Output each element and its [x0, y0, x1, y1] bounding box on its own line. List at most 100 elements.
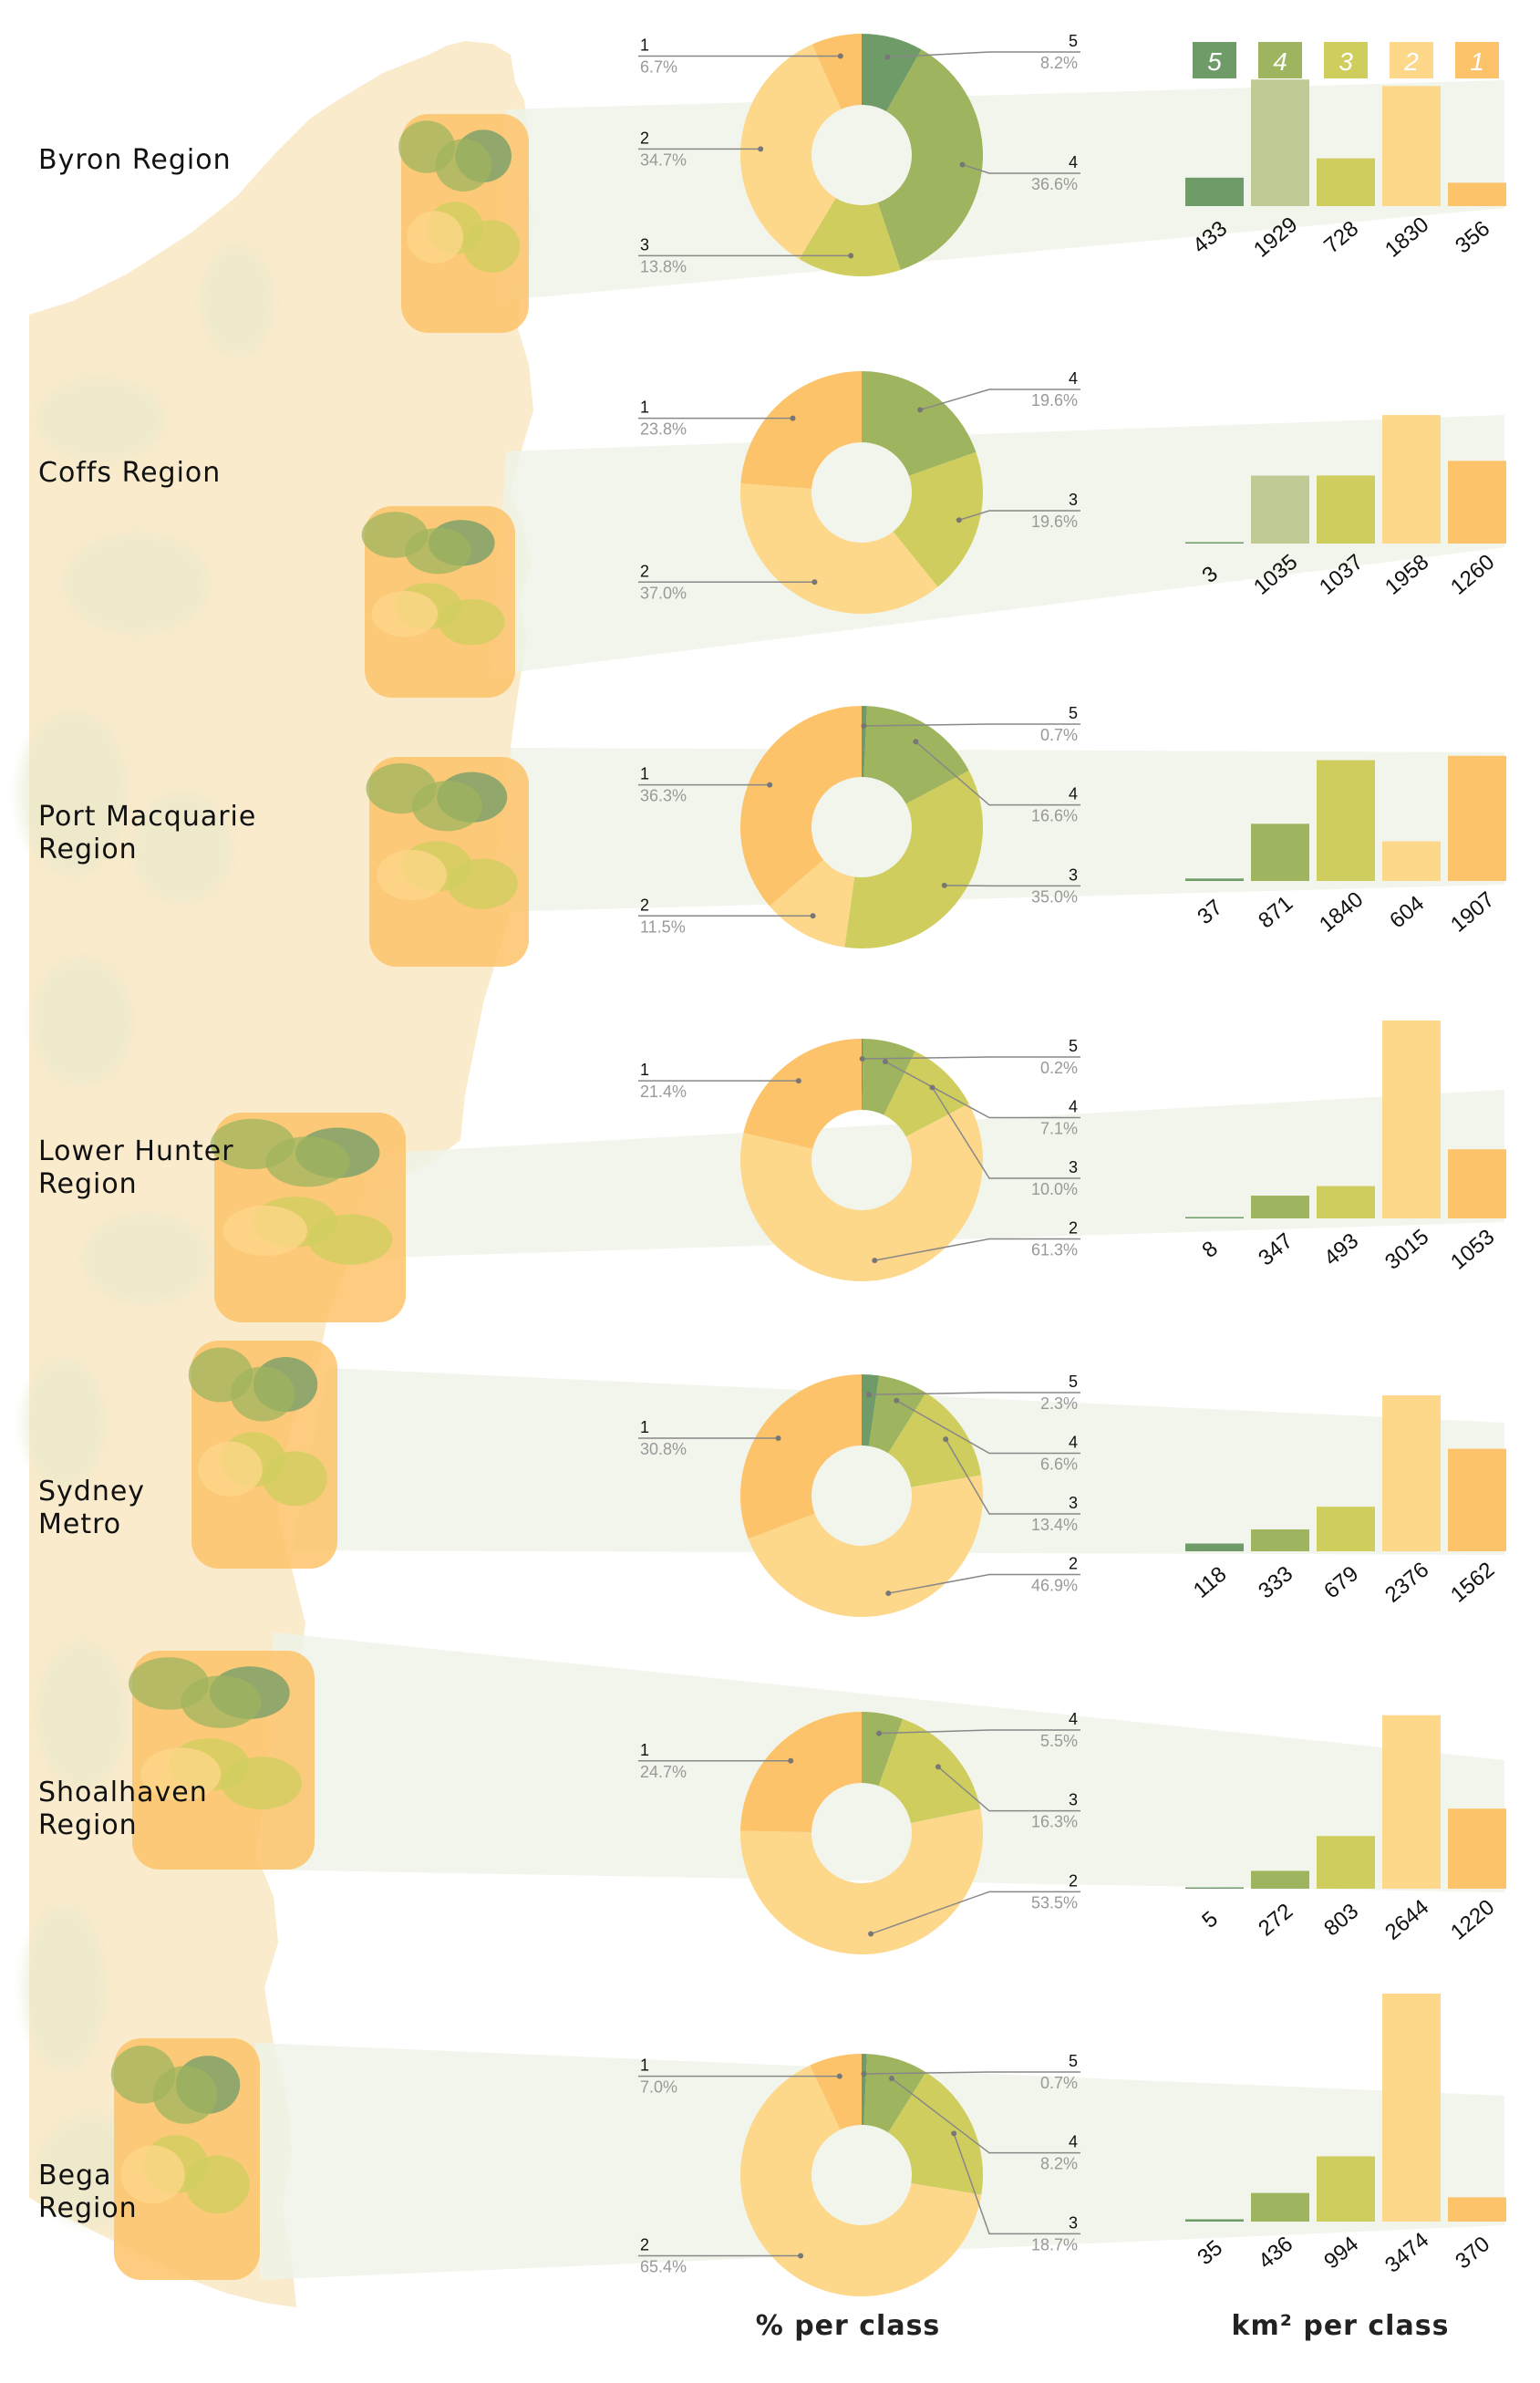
donut-slice-class-3: [878, 1718, 981, 1824]
callout-percent-label: 13.8%: [640, 257, 687, 275]
legend-item-class-2: 2: [1390, 42, 1433, 78]
region-patch-blotch: [265, 1136, 350, 1187]
bar-chart: 35 436 994 3474 370: [1185, 1994, 1506, 2278]
callout-class-label: 2: [1069, 1219, 1078, 1238]
bar-class-1: [1448, 182, 1506, 206]
donut-slice-class-1: [740, 371, 862, 489]
callout-percent-label: 46.9%: [1031, 1577, 1078, 1595]
callout-percent-label: 5.5%: [1040, 1732, 1078, 1750]
bar-value-label: 436: [1254, 2232, 1297, 2274]
bar-class-5: [1185, 1887, 1244, 1889]
bar-class-5: [1185, 2219, 1244, 2222]
callout-class-label: 3: [1069, 2213, 1078, 2232]
donut-slice-class-2: [739, 44, 842, 260]
callout-percent-label: 8.2%: [1040, 54, 1078, 72]
donut-chart: 4 19.6% 3 19.6% 2 37.0% 1 23.8%: [638, 369, 1080, 614]
region-label-line: Region: [38, 2192, 138, 2224]
callout-class-label: 4: [1069, 369, 1078, 388]
callout-line: [862, 1056, 1080, 1060]
bar-class-3: [1317, 158, 1375, 206]
donut-slice-class-3: [888, 1393, 982, 1487]
callout-dot: [959, 161, 966, 168]
donut-chart: 5 2.3% 4 6.6% 3 13.4% 2 46.9% 1 30.8%: [638, 1373, 1080, 1618]
forest-patch: [64, 534, 210, 634]
bar-class-2: [1382, 1715, 1441, 1889]
forest-patch: [201, 246, 274, 356]
callout-line: [937, 1766, 1080, 1812]
callout-line: [915, 741, 1080, 806]
bar-value-label: 1220: [1446, 1895, 1499, 1945]
region-label-shoalhaven: Shoalhaven Region: [38, 1777, 208, 1841]
callout-dot: [836, 2073, 842, 2079]
callout-percent-label: 7.1%: [1040, 1120, 1078, 1138]
bar-value-label: 370: [1451, 2232, 1494, 2274]
callout-class-label: 4: [1069, 2133, 1078, 2151]
bar-value-label: 347: [1254, 1228, 1297, 1270]
callout-line: [888, 1573, 1080, 1594]
callout-class-label: 2: [640, 2236, 649, 2254]
callout-class-label: 4: [1069, 785, 1078, 803]
callout-percent-label: 19.6%: [1031, 391, 1078, 409]
bar-class-4: [1251, 1529, 1309, 1551]
pie-caption: % per class: [756, 2310, 941, 2342]
bar-class-1: [1448, 1448, 1506, 1551]
region-patch-blotch: [435, 139, 492, 192]
bar-value-label: 871: [1254, 891, 1297, 933]
bar-class-3: [1317, 1507, 1375, 1551]
callout-class-label: 5: [1069, 1037, 1078, 1055]
callout-dot: [837, 53, 843, 59]
callout-percent-label: 36.6%: [1031, 175, 1078, 193]
callout-percent-label: 24.7%: [640, 1763, 687, 1781]
callout-dot: [885, 1590, 892, 1597]
callout-dot: [943, 1436, 949, 1443]
callout-percent-label: 0.7%: [1040, 726, 1078, 744]
bar-value-label: 1840: [1315, 887, 1368, 938]
bar-class-2: [1382, 841, 1441, 881]
forest-patch: [36, 1642, 128, 1787]
region-label-line: Region: [38, 1168, 138, 1200]
bar-class-2: [1382, 86, 1441, 206]
percent-donut-charts: 58.2%436.6%313.8%234.7%16.7%419.6%319.6%…: [638, 32, 1080, 2296]
bar-class-4: [1251, 1196, 1309, 1218]
callout-class-label: 2: [640, 896, 649, 914]
region-label-sydney-metro: Sydney Metro: [38, 1476, 145, 1540]
callout-dot: [795, 1078, 801, 1084]
callout-line: [884, 1061, 1080, 1119]
bar-class-4: [1251, 475, 1309, 544]
bar-value-label: 333: [1254, 1561, 1297, 1603]
donut-slice-class-4: [862, 371, 977, 476]
callout-dot: [894, 1397, 900, 1404]
callout-class-label: 1: [640, 1418, 649, 1436]
bar-value-label: 2376: [1380, 1558, 1433, 1608]
legend-swatch: [1193, 42, 1236, 78]
donut-slice-class-3: [844, 771, 983, 948]
donut-slice-class-1: [743, 1039, 862, 1149]
callout-percent-label: 53.5%: [1031, 1893, 1078, 1912]
callout-dot: [872, 1258, 878, 1264]
callout-line: [887, 51, 1080, 58]
callout-class-label: 1: [640, 399, 649, 417]
callout-percent-label: 21.4%: [640, 1083, 687, 1101]
bar-value-label: 35: [1193, 2235, 1227, 2270]
callout-line: [953, 2133, 1080, 2235]
callout-percent-label: 0.7%: [1040, 2074, 1078, 2092]
callout-dot: [941, 882, 947, 888]
callout-class-label: 1: [640, 765, 649, 783]
bar-value-label: 118: [1189, 1562, 1232, 1603]
callout-percent-label: 18.7%: [1031, 2235, 1078, 2253]
bar-value-label: 2644: [1380, 1895, 1433, 1945]
callout-percent-label: 19.6%: [1031, 513, 1078, 531]
callout-dot: [810, 913, 816, 919]
callout-dot: [790, 415, 796, 421]
region-label-line: Sydney: [38, 1476, 145, 1508]
callout-line: [919, 389, 1080, 411]
callout-class-label: 1: [640, 36, 649, 54]
region-patch: [366, 757, 529, 967]
callout-line: [891, 2077, 1080, 2154]
callout-dot: [788, 1757, 794, 1764]
region-label-line: Bega: [38, 2160, 111, 2191]
callout-dot: [861, 2071, 867, 2077]
legend-label: 3: [1338, 47, 1353, 76]
